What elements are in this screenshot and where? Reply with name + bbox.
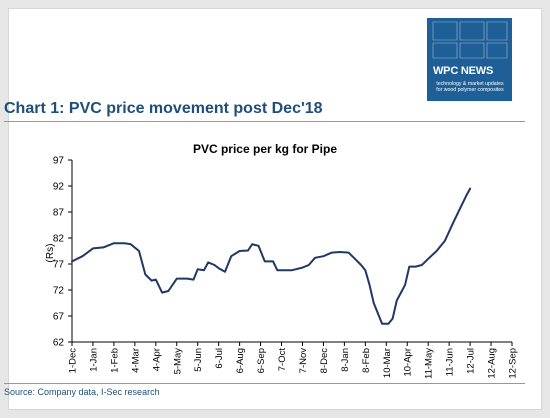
- y-ticks: 62 67 72 77 82 87 92 97: [53, 156, 72, 349]
- y-tick-label: 97: [53, 156, 65, 167]
- x-tick-label: 10-Mar: [382, 348, 393, 378]
- y-tick-label: 62: [53, 338, 65, 349]
- x-tick-label: 5-May: [172, 348, 183, 375]
- x-tick-label: 4-Apr: [151, 348, 162, 371]
- y-tick-label: 72: [53, 286, 65, 297]
- x-tick-label: 12-Jul: [466, 348, 477, 374]
- footer-divider: [4, 383, 525, 384]
- x-tick-label: 12-Sep: [508, 348, 519, 379]
- y-tick-label: 77: [53, 260, 65, 271]
- x-tick-label: 1-Dec: [68, 348, 79, 374]
- source-note: Source: Company data, I-Sec research: [4, 387, 160, 397]
- x-tick-label: 7-Nov: [298, 348, 309, 374]
- y-tick-label: 92: [53, 182, 65, 193]
- x-tick-label: 6-Aug: [235, 348, 246, 373]
- logo-subtitle-line-2: for wood polymer composites: [436, 87, 504, 93]
- price-series-line: [71, 187, 472, 325]
- logo-pattern-icon: [432, 21, 508, 59]
- x-tick-label: 6-Sep: [256, 348, 267, 373]
- x-tick-label: 8-Jan: [340, 348, 351, 372]
- x-tick-label: 8-Feb: [361, 348, 372, 373]
- x-tick-label: 11-May: [424, 348, 435, 379]
- x-tick-label: 12-Aug: [487, 348, 498, 379]
- chart-title: PVC price per kg for Pipe: [193, 142, 337, 156]
- axes: [71, 160, 512, 343]
- x-tick-label: 5-Jun: [193, 348, 204, 372]
- wpc-news-logo: WPC NEWS technology & market updates for…: [427, 18, 512, 101]
- chart-heading: Chart 1: PVC price movement post Dec'18: [4, 100, 323, 117]
- heading-divider: [4, 121, 525, 122]
- x-tick-label: 10-Apr: [403, 348, 414, 377]
- y-tick-label: 82: [53, 234, 65, 245]
- y-tick-label: 67: [53, 312, 65, 323]
- logo-title: WPC NEWS: [433, 65, 494, 77]
- x-ticks: 1-Dec 1-Jan 1-Feb 4-Mar 4-Apr 5-May 5-Jun 6-Jul…: [68, 342, 519, 379]
- x-tick-label: 11-Jun: [445, 348, 456, 376]
- logo-subtitle: technology & market updates for wood pol…: [431, 81, 509, 93]
- x-tick-label: 7-Oct: [277, 348, 288, 372]
- series-group: [71, 187, 472, 325]
- x-tick-label: 4-Mar: [130, 348, 141, 373]
- y-axis-label: (Rs): [45, 244, 56, 263]
- x-tick-label: 1-Jan: [88, 348, 99, 372]
- y-tick-label: 87: [53, 208, 65, 219]
- x-tick-label: 8-Dec: [319, 348, 330, 374]
- logo-subtitle-line-1: technology & market updates: [436, 81, 504, 87]
- x-tick-label: 1-Feb: [109, 348, 120, 373]
- x-tick-label: 6-Jul: [214, 348, 225, 369]
